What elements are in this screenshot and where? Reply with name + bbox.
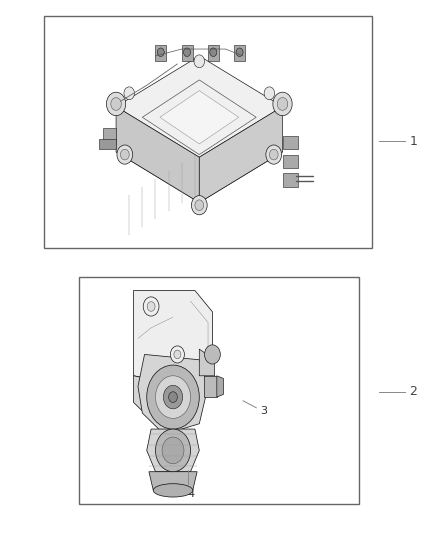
Circle shape [195,200,204,211]
Circle shape [266,145,282,164]
Polygon shape [217,376,223,397]
Polygon shape [149,472,197,490]
Circle shape [210,48,217,56]
Polygon shape [199,349,215,376]
Polygon shape [155,45,166,61]
Polygon shape [134,290,212,386]
Circle shape [147,365,199,429]
Polygon shape [116,107,199,203]
Polygon shape [160,91,239,144]
Polygon shape [138,354,208,434]
Circle shape [277,98,288,110]
Circle shape [236,48,243,56]
Circle shape [269,149,278,160]
Polygon shape [99,139,116,149]
Polygon shape [147,429,199,472]
Circle shape [147,302,155,311]
Circle shape [117,145,133,164]
Circle shape [163,385,183,409]
Text: 2: 2 [410,385,417,398]
Polygon shape [116,101,283,203]
Polygon shape [182,45,193,61]
Text: 1: 1 [410,135,417,148]
Circle shape [184,48,191,56]
Circle shape [143,297,159,316]
Bar [79,277,359,504]
Bar [44,16,372,248]
Circle shape [205,345,220,364]
Polygon shape [204,376,217,397]
Circle shape [106,92,126,116]
Polygon shape [283,136,298,149]
Circle shape [194,55,205,68]
Polygon shape [142,80,256,155]
Polygon shape [208,45,219,61]
Circle shape [155,429,191,472]
Text: 4: 4 [187,489,194,499]
Circle shape [169,392,177,402]
Ellipse shape [153,484,193,497]
Polygon shape [234,45,245,61]
Circle shape [155,376,191,418]
Circle shape [191,196,207,215]
Polygon shape [199,107,283,203]
Circle shape [157,48,164,56]
Text: 3: 3 [261,407,268,416]
Polygon shape [283,155,298,168]
Circle shape [170,346,184,363]
Polygon shape [103,128,116,144]
Circle shape [273,92,292,116]
Polygon shape [116,56,283,157]
Polygon shape [134,376,186,424]
Circle shape [124,87,134,100]
Circle shape [111,98,121,110]
Circle shape [162,437,184,464]
Circle shape [174,350,181,359]
Polygon shape [283,173,298,187]
Circle shape [120,149,129,160]
Circle shape [264,87,275,100]
